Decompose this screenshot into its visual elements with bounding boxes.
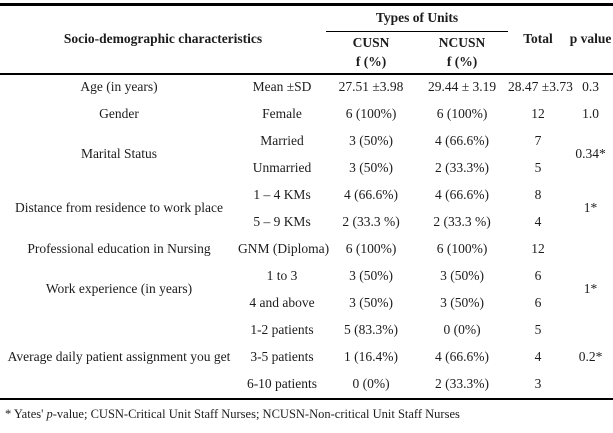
- table-row: Unmarried 3 (50%) 2 (33.3%) 5: [0, 155, 613, 182]
- header-ncusn-sublabel: f (%): [446, 54, 478, 70]
- subcategory-cell: 3-5 patients: [250, 348, 314, 364]
- table-row: Work experience (in years) 1 to 3 3 (50%…: [0, 263, 613, 297]
- table-row: 5 – 9 KMs 2 (33.3 %) 2 (33.3 %) 4: [0, 209, 613, 236]
- cusn-value-cell: 3 (50%): [349, 132, 393, 148]
- ncusn-value-cell: 4 (66.6%): [435, 348, 490, 364]
- table-row: 4 and above 3 (50%) 3 (50%) 6: [0, 290, 613, 317]
- p-value-cell: 0.34*: [575, 146, 606, 162]
- subcategory-cell: 5 – 9 KMs: [253, 213, 311, 229]
- p-value-cell: 1*: [583, 281, 598, 297]
- subcategory-cell: 4 and above: [249, 294, 315, 310]
- ncusn-value-cell: 4 (66.6%): [435, 132, 490, 148]
- table-row: 6-10 patients 0 (0%) 2 (33.3%) 3: [0, 371, 613, 398]
- header-characteristics: Socio-demographic characteristics: [63, 30, 263, 46]
- total-value-cell: 5: [534, 321, 542, 337]
- footnote-rest: -value; CUSN-Critical Unit Staff Nurses;…: [52, 406, 460, 421]
- cusn-value-cell: 6 (100%): [345, 240, 397, 256]
- table-row: Professional education in Nursing GNM (D…: [0, 236, 613, 263]
- ncusn-value-cell: 29.44 ± 3.19: [427, 79, 497, 95]
- characteristic-cell: Gender: [99, 105, 139, 121]
- p-value-cell: 1.0: [582, 105, 599, 121]
- ncusn-value-cell: 2 (33.3%): [435, 375, 490, 391]
- cusn-value-cell: 5 (83.3%): [344, 321, 399, 337]
- table-row: Age (in years) Mean ±SD 27.51 ±3.98 29.4…: [0, 74, 613, 101]
- total-value-cell: 7: [534, 132, 542, 148]
- cusn-value-cell: 1 (16.4%): [344, 348, 399, 364]
- ncusn-value-cell: 6 (100%): [436, 240, 488, 256]
- characteristic-cell: Average daily patient assignment you get: [7, 348, 231, 364]
- table-header: Socio-demographic characteristics Types …: [0, 4, 613, 74]
- characteristic-cell: Marital Status: [80, 146, 158, 162]
- subcategory-cell: Unmarried: [252, 159, 312, 175]
- subcategory-cell: Mean ±SD: [252, 79, 312, 95]
- cusn-value-cell: 3 (50%): [349, 267, 393, 283]
- total-value-cell: 6: [534, 267, 542, 283]
- total-value-cell: 6: [534, 294, 542, 310]
- total-value-cell: 4: [534, 348, 542, 364]
- header-ncusn: NCUSN f (%): [416, 32, 508, 74]
- ncusn-value-cell: 3 (50%): [440, 267, 484, 283]
- p-value-cell: 0.3: [582, 79, 599, 95]
- total-value-cell: 5: [534, 159, 542, 175]
- characteristic-cell: Age (in years): [80, 79, 158, 95]
- table-row: 3-5 patients 1 (16.4%) 4 (66.6%) 4: [0, 344, 613, 371]
- ncusn-value-cell: 2 (33.3%): [435, 159, 490, 175]
- header-row-2: CUSN f (%) NCUSN f (%): [0, 32, 613, 74]
- table-body: Age (in years) Mean ±SD 27.51 ±3.98 29.4…: [0, 74, 613, 398]
- footnote-p-symbol: p: [46, 406, 53, 421]
- table-footnote: * Yates' p-value; CUSN-Critical Unit Sta…: [0, 397, 613, 422]
- p-value-cell: 0.2*: [578, 348, 603, 364]
- table-row: Distance from residence to work place 1 …: [0, 182, 613, 216]
- table-row: Average daily patient assignment you get…: [0, 317, 613, 364]
- footnote-prefix: * Yates': [5, 406, 47, 421]
- header-cusn-sublabel: f (%): [355, 54, 387, 70]
- header-types-of-units: Types of Units: [326, 4, 509, 32]
- total-value-cell: 8: [534, 186, 542, 202]
- ncusn-value-cell: 2 (33.3 %): [433, 213, 491, 229]
- cusn-value-cell: 0 (0%): [352, 375, 390, 391]
- table-row: Marital Status Married 3 (50%) 4 (66.6%)…: [0, 128, 613, 162]
- subcategory-cell: Female: [262, 105, 302, 121]
- socio-demographic-table: Socio-demographic characteristics Types …: [0, 3, 613, 398]
- subcategory-cell: 1 to 3: [266, 267, 298, 283]
- header-ncusn-label: NCUSN: [438, 34, 486, 50]
- cusn-value-cell: 3 (50%): [349, 159, 393, 175]
- total-value-cell: 12: [531, 240, 545, 256]
- header-cusn-label: CUSN: [352, 34, 390, 50]
- total-value-cell: 4: [534, 213, 542, 229]
- total-value-cell: 28.47 ±3.73: [508, 79, 573, 95]
- characteristic-cell: Professional education in Nursing: [27, 240, 211, 256]
- cusn-value-cell: 6 (100%): [345, 105, 397, 121]
- characteristic-cell: Distance from residence to work place: [14, 200, 224, 216]
- table-row: Gender Female 6 (100%) 6 (100%) 12 1.0: [0, 101, 613, 128]
- subcategory-cell: 1-2 patients: [250, 321, 314, 337]
- cusn-value-cell: 2 (33.3 %): [342, 213, 400, 229]
- header-total: Total: [523, 30, 553, 46]
- subcategory-cell: Married: [260, 132, 304, 148]
- ncusn-value-cell: 6 (100%): [436, 105, 488, 121]
- ncusn-value-cell: 3 (50%): [440, 294, 484, 310]
- subcategory-cell: 1 – 4 KMs: [253, 186, 311, 202]
- cusn-value-cell: 27.51 ±3.98: [338, 79, 404, 95]
- p-value-cell: 1*: [583, 200, 598, 216]
- ncusn-value-cell: 4 (66.6%): [435, 186, 490, 202]
- ncusn-value-cell: 0 (0%): [443, 321, 481, 337]
- total-value-cell: 3: [534, 375, 542, 391]
- header-row-1: Socio-demographic characteristics Types …: [0, 4, 613, 46]
- cusn-value-cell: 4 (66.6%): [344, 186, 399, 202]
- characteristic-cell: Work experience (in years): [45, 281, 193, 297]
- subcategory-cell: 6-10 patients: [246, 375, 318, 391]
- total-value-cell: 12: [531, 105, 545, 121]
- header-cusn: CUSN f (%): [326, 32, 416, 74]
- header-p-value: p value: [569, 30, 612, 46]
- cusn-value-cell: 3 (50%): [349, 294, 393, 310]
- p-value-cell: [568, 236, 613, 263]
- subcategory-cell: GNM (Diploma): [238, 240, 330, 256]
